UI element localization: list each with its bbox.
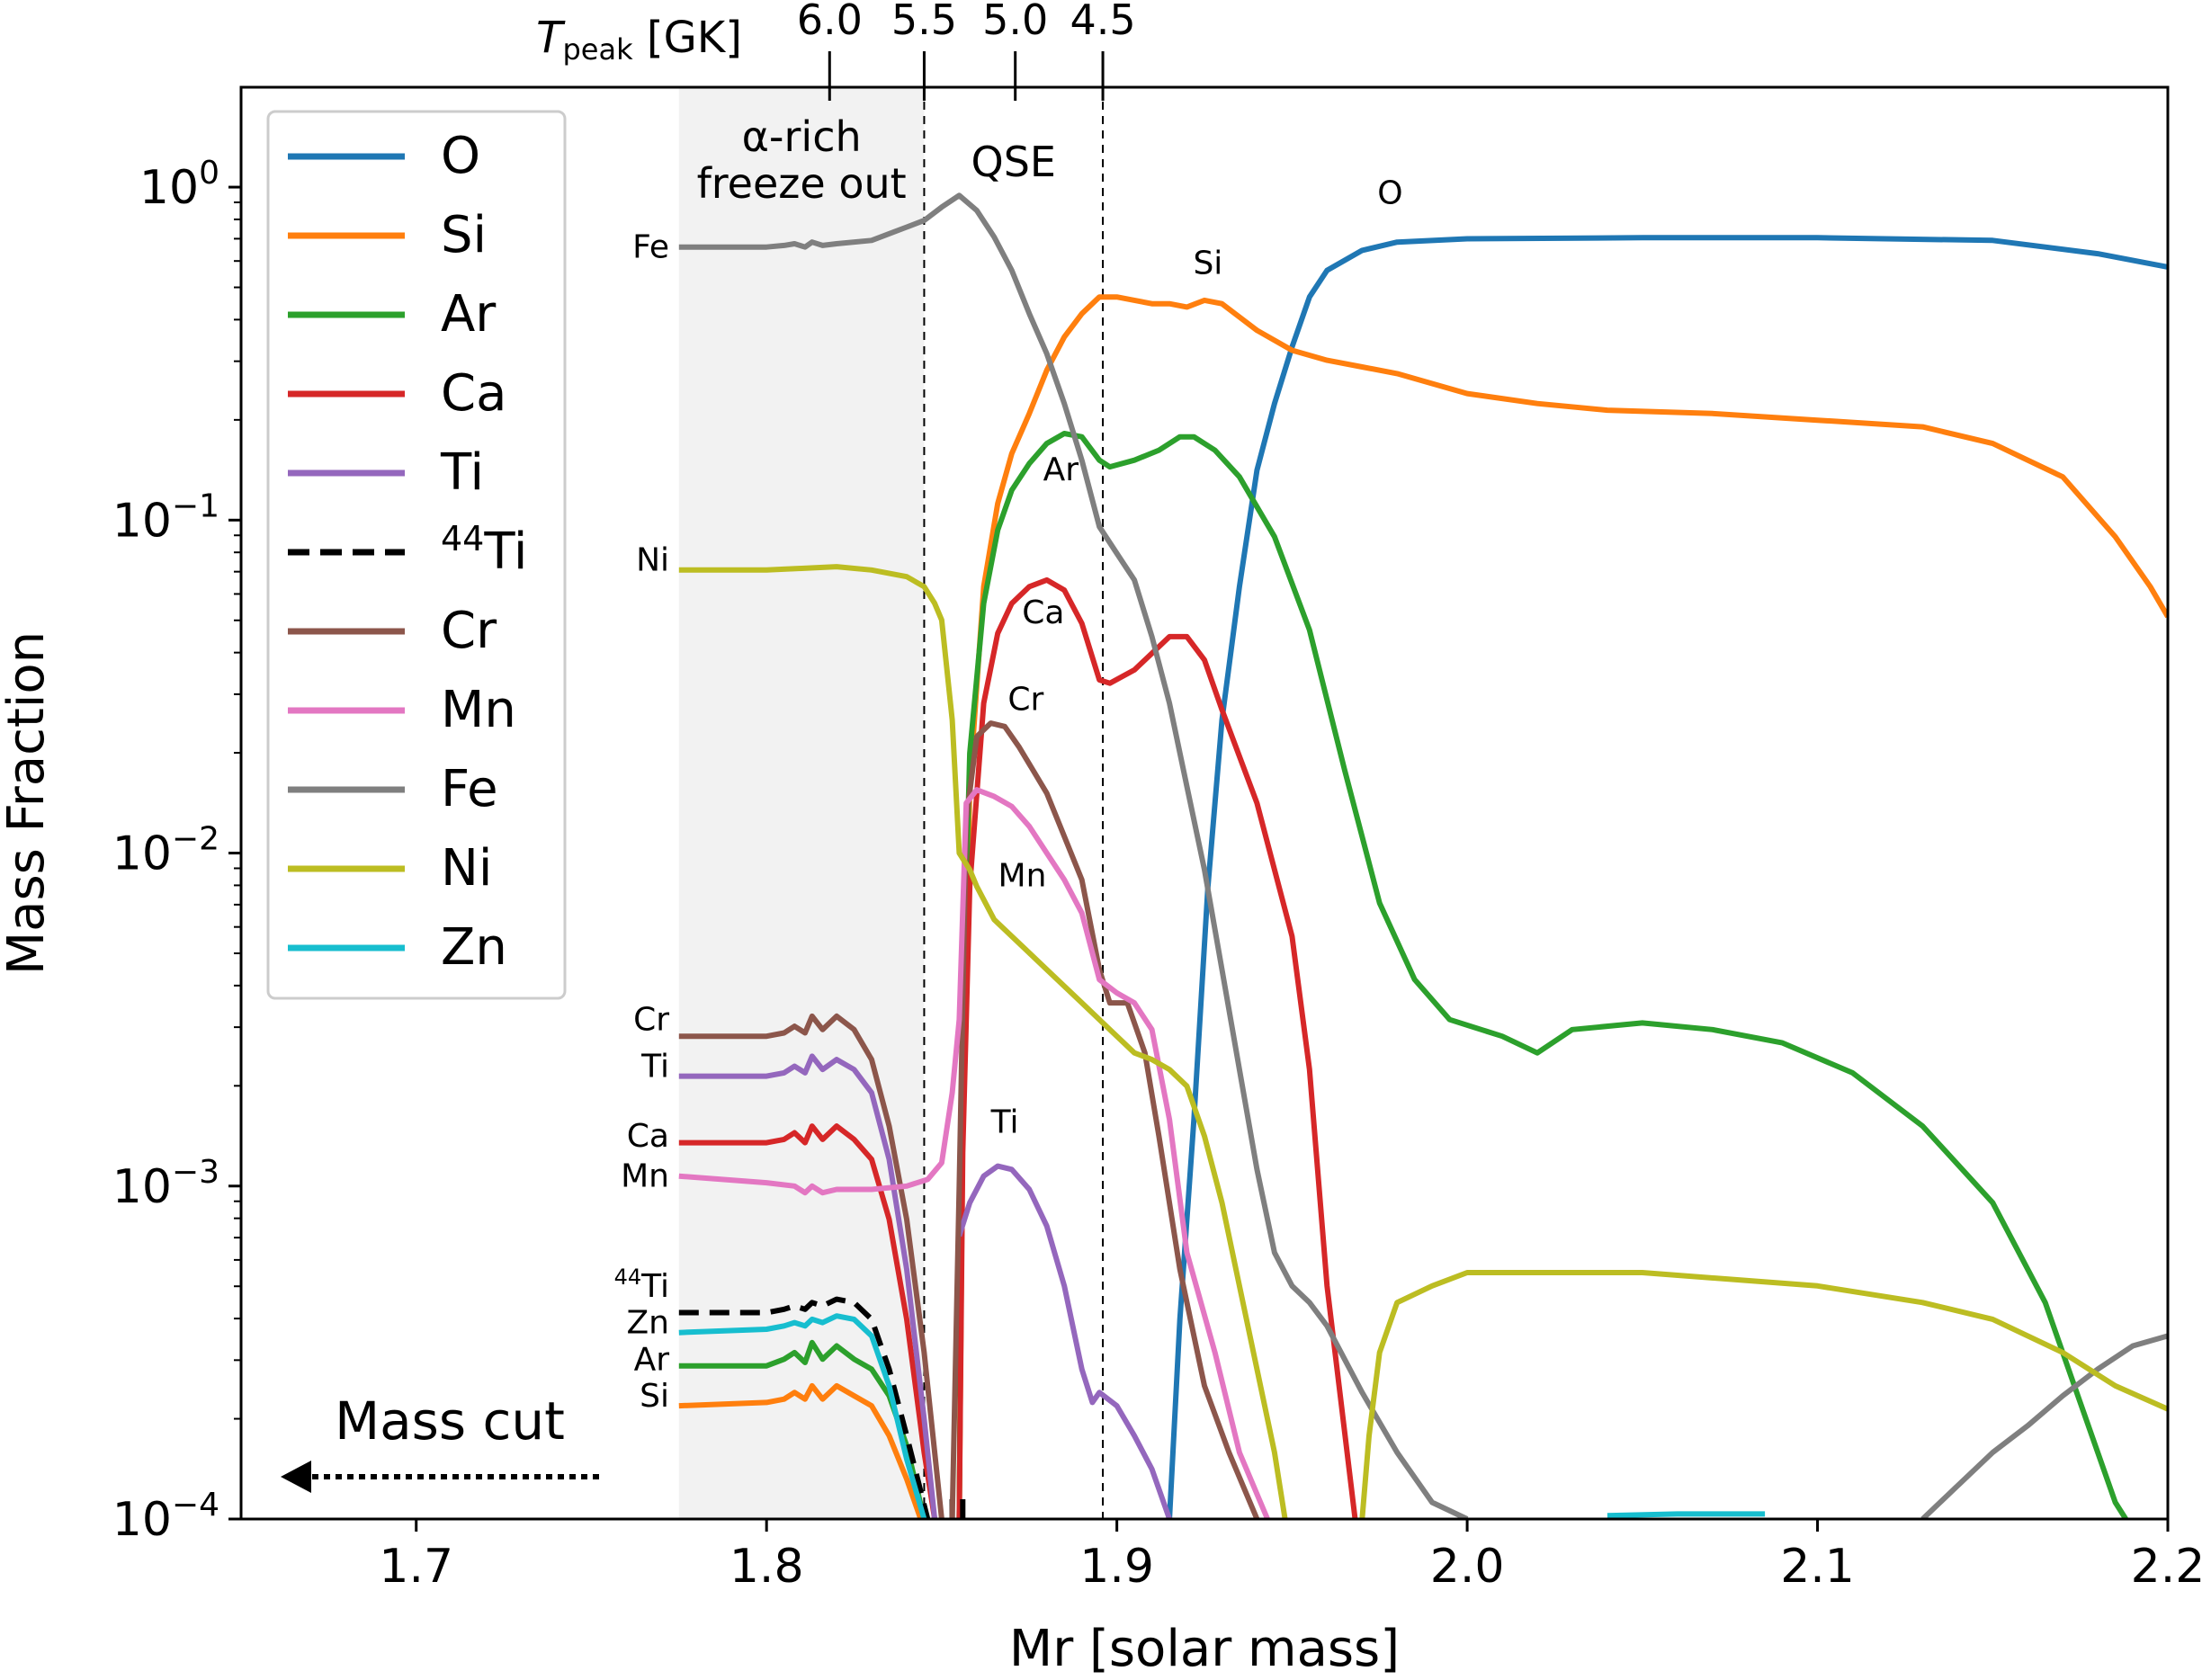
series-o xyxy=(1167,235,2168,1519)
inline-label-o: O xyxy=(1377,175,1402,212)
series-ca-segment-2 xyxy=(956,576,1358,1519)
y-axis-ticks: 100 10−1 10−2 10−3 10−4 xyxy=(112,155,241,1547)
mass-cut-label: Mass cut xyxy=(335,1390,565,1452)
series-ni-segment-1 xyxy=(678,564,1288,1519)
series-ti-segment-1 xyxy=(678,1053,938,1519)
series-fe-segment-1 xyxy=(678,192,1469,1519)
series-zn xyxy=(678,1313,1766,1519)
series-ni-segment-2 xyxy=(1359,1270,2168,1519)
top-tick-label-4-5: 4.5 xyxy=(1070,0,1135,44)
legend: O Si Ar Ca Ti 44Ti Cr Mn Fe Ni Zn xyxy=(266,110,567,1000)
series-ti-segment-2 xyxy=(956,1163,1172,1519)
series-si-segment-2 xyxy=(956,294,2168,1519)
top-tick-label-5-5: 5.5 xyxy=(891,0,957,44)
series-mn-segment-1 xyxy=(678,787,1270,1519)
legend-label-mn: Mn xyxy=(441,681,516,739)
legend-label-ar: Ar xyxy=(441,285,497,344)
legend-label-fe: Fe xyxy=(441,760,498,818)
series-cr-segment-1 xyxy=(678,1013,944,1519)
y-tick-label-4: 10−4 xyxy=(112,1487,219,1547)
series-ni xyxy=(678,564,2168,1519)
series-zn-segment-1 xyxy=(678,1313,927,1519)
left-label-ti-3: Ti xyxy=(640,1048,669,1085)
inline-label-mn: Mn xyxy=(998,858,1047,895)
series-fe xyxy=(678,192,2168,1519)
x-tick-label-1-7: 1.7 xyxy=(379,1540,453,1594)
left-label-si-9: Si xyxy=(640,1378,669,1415)
series-si xyxy=(678,294,2168,1519)
legend-label-ni: Ni xyxy=(441,839,492,898)
legend-box xyxy=(266,110,567,1000)
y-axis-label: Mass Fraction xyxy=(0,631,56,975)
inline-label-ti: Ti xyxy=(990,1104,1019,1141)
legend-label-ca: Ca xyxy=(441,364,506,423)
mass-cut-annotation: Mass cut xyxy=(281,1390,599,1493)
region-label-rich: α-rich xyxy=(742,112,862,161)
x-tick-label-1-8: 1.8 xyxy=(730,1540,804,1594)
left-label-44ti-6: 44Ti xyxy=(614,1264,669,1305)
y-tick-label-2: 10−2 xyxy=(112,821,219,881)
region-rich-shade xyxy=(678,87,925,1519)
top-tick-label-5-0: 5.0 xyxy=(982,0,1048,44)
x-axis-label: Mr [solar mass] xyxy=(1009,1620,1400,1678)
left-label-zn-7: Zn xyxy=(627,1305,669,1342)
series-44ti-segment-1 xyxy=(678,1296,931,1519)
legend-label-zn: Zn xyxy=(441,918,507,977)
x-tick-label-1-9: 1.9 xyxy=(1079,1540,1154,1594)
inline-label-ca: Ca xyxy=(1022,594,1064,631)
legend-label-o: O xyxy=(441,127,480,185)
series-cr xyxy=(678,720,1260,1519)
series-mn xyxy=(678,787,1270,1519)
temperature-boundaries xyxy=(923,87,1105,1519)
x-tick-label-2-1: 2.1 xyxy=(1780,1540,1855,1594)
left-label-ar-8: Ar xyxy=(634,1341,670,1378)
region-label-freeze-out: freeze out xyxy=(697,159,907,208)
series-zn-segment-2 xyxy=(1607,1511,1766,1519)
top-axis-label: Tpeak [GK] xyxy=(536,13,742,67)
left-label-ca-4: Ca xyxy=(627,1118,669,1155)
series-ca-segment-1 xyxy=(678,1123,938,1519)
inline-label-ar: Ar xyxy=(1043,451,1079,488)
plot-frame xyxy=(239,85,2170,1521)
x-tick-label-2-0: 2.0 xyxy=(1430,1540,1505,1594)
series-ca xyxy=(678,576,1358,1519)
series-si-segment-1 xyxy=(678,1382,924,1519)
x-tick-label-2-2: 2.2 xyxy=(2131,1540,2202,1594)
left-label-fe-0: Fe xyxy=(632,229,669,266)
left-label-mn-5: Mn xyxy=(621,1158,669,1195)
series-ti xyxy=(678,1053,1172,1519)
y-tick-label-0: 100 xyxy=(139,155,219,215)
y-tick-label-3: 10−3 xyxy=(112,1154,219,1214)
series-fe-segment-2 xyxy=(1920,1333,2168,1519)
region-label-qse: QSE xyxy=(971,138,1056,186)
series-ar-segment-2 xyxy=(956,431,2128,1519)
inline-label-si: Si xyxy=(1193,245,1222,281)
legend-label-cr: Cr xyxy=(441,602,497,660)
legend-label-si: Si xyxy=(441,206,487,264)
mass-cut-arrow-head xyxy=(281,1461,311,1493)
legend-label-44ti: 44Ti xyxy=(441,519,527,581)
legend-label-ti: Ti xyxy=(440,443,484,502)
x-axis-ticks: 1.7 1.8 1.9 2.0 2.1 2.2 xyxy=(379,1519,2202,1594)
left-label-ni-1: Ni xyxy=(636,542,669,579)
inline-label-cr: Cr xyxy=(1007,681,1043,718)
top-tick-label-6-0: 6.0 xyxy=(797,0,863,44)
left-label-cr-2: Cr xyxy=(633,1002,669,1039)
series-o-segment-1 xyxy=(1167,235,2168,1519)
series-cr-segment-2 xyxy=(949,720,1260,1519)
series-lines xyxy=(678,192,2168,1519)
top-axis: 6.0 5.5 5.0 4.5 Tpeak [GK] xyxy=(536,0,1136,101)
y-tick-label-1: 10−1 xyxy=(112,487,219,548)
